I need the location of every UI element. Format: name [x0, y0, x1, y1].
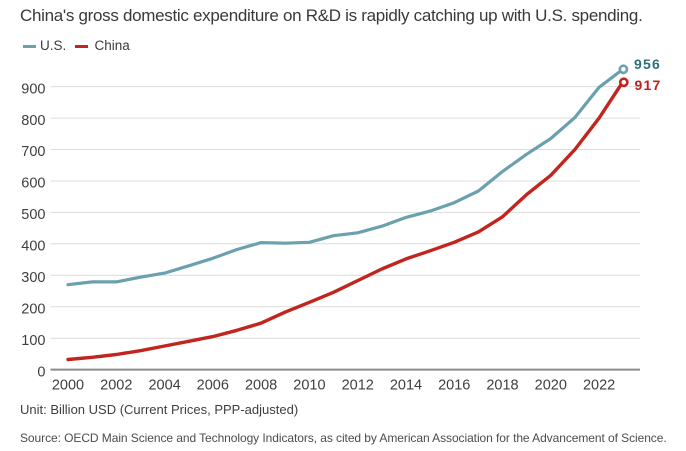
- svg-text:400: 400: [21, 239, 45, 255]
- svg-text:700: 700: [21, 144, 45, 160]
- svg-text:300: 300: [21, 270, 45, 286]
- svg-text:2018: 2018: [486, 377, 518, 393]
- svg-text:200: 200: [21, 301, 45, 317]
- svg-text:2006: 2006: [197, 377, 229, 393]
- svg-text:2022: 2022: [583, 377, 615, 393]
- svg-text:917: 917: [635, 77, 662, 93]
- svg-text:600: 600: [21, 176, 45, 192]
- svg-text:900: 900: [21, 81, 45, 97]
- svg-text:2016: 2016: [438, 377, 470, 393]
- svg-text:2010: 2010: [293, 377, 325, 393]
- svg-text:2014: 2014: [390, 377, 422, 393]
- svg-text:800: 800: [21, 113, 45, 129]
- svg-text:956: 956: [634, 56, 661, 72]
- svg-text:0: 0: [37, 364, 45, 380]
- svg-text:2008: 2008: [245, 377, 277, 393]
- svg-text:500: 500: [21, 207, 45, 223]
- svg-text:2012: 2012: [342, 377, 374, 393]
- svg-text:2004: 2004: [148, 377, 180, 393]
- svg-text:2002: 2002: [100, 377, 132, 393]
- svg-text:100: 100: [21, 333, 45, 349]
- svg-text:2020: 2020: [535, 377, 567, 393]
- svg-text:2000: 2000: [52, 377, 84, 393]
